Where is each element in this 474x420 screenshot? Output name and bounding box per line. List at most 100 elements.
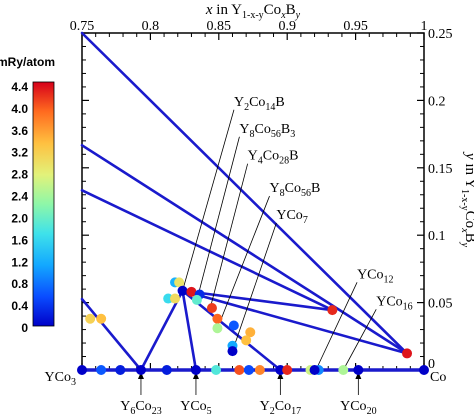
data-point [96,313,107,324]
data-point [353,365,364,375]
phase-label: YCo12 [357,267,393,285]
y-tick-label: 0.05 [428,297,453,312]
data-point [227,346,238,357]
data-point [85,313,96,324]
colorbar [32,81,55,327]
data-point [338,365,349,375]
phase-labels: Y2Co14B Y8Co56B3 Y4Co28B Y8Co56B YCo7 YCo12 YC… [45,95,447,417]
y-tick-label: 0.15 [428,162,453,177]
tie-line [181,289,335,312]
y-tick-label: 0.2 [428,94,446,109]
tie-line [80,31,409,355]
phase-label: YCo20 [340,399,376,417]
data-point [254,365,265,375]
data-point [419,365,429,375]
data-point [402,348,413,359]
axis-ticks: 0.75 0.8 0.85 0.9 0.95 1 0 0.05 0.1 0.15 0.2 0.25 [70,19,453,372]
colorbar-tick-label: 0.8 [11,277,28,291]
y-tick-label: 0.1 [428,229,446,244]
data-points [77,277,429,375]
colorbar-tick-label: 1.6 [11,233,28,247]
x-tick-label: 0.95 [343,19,368,34]
colorbar-tick-label: 2.8 [11,168,28,182]
data-point [177,285,188,296]
tie-line [80,189,335,312]
x-tick-label: 1 [421,19,428,34]
data-point [234,365,245,375]
x-tick-label: 0.9 [278,19,296,34]
leader-arrow [355,372,362,379]
data-point [135,365,146,375]
data-point [282,365,293,375]
data-point [77,365,87,375]
colorbar-tick-label: 1.2 [11,255,28,269]
x-tick-label: 0.85 [207,19,232,34]
leader-arrow [192,372,199,379]
phase-label: Co [430,370,446,385]
leader-arrow [277,372,284,379]
data-point [174,277,185,288]
phase-label: YCo7 [276,208,307,226]
phase-label: YCo5 [180,399,211,417]
data-point [206,302,217,313]
y-axis-title: y in Y1-x-yCoxBy [459,151,474,248]
tie-line [139,289,184,372]
leader-line [196,136,240,301]
colorbar-tick-label: 2.0 [11,211,28,225]
data-point [228,320,239,331]
data-point [275,365,286,375]
data-point [309,365,320,375]
leader-arrow [137,372,144,379]
x-axis-title: x in Y1-x-yCoxBy [205,2,301,21]
data-point [212,313,223,324]
colorbar-tick-label: 3.2 [11,146,28,160]
label-leader-lines [137,109,377,395]
colorbar-tick-label: 3.6 [11,124,28,138]
tie-line [80,297,143,372]
colorbar-tick-label: 4.4 [11,80,28,94]
x-tick-label: 0.75 [70,19,95,34]
tie-lines [80,31,424,372]
data-point [241,335,252,346]
data-point [211,365,222,375]
colorbar-tick-label: 0.4 [11,299,28,313]
tie-line [181,289,198,372]
phase-label: YCo16 [376,294,412,312]
data-point [190,365,201,375]
phase-label: Y8Co56B [270,181,321,199]
leader-line [219,195,270,322]
phase-label: Y2Co17 [260,399,301,417]
data-point [186,286,197,297]
colorbar-tick-labels: 4.4 4.0 3.6 3.2 2.8 2.4 2.0 1.6 1.2 0.8 0.4 0 [11,80,28,335]
phase-label: Y4Co28B [248,149,299,167]
leader-line [232,222,277,352]
colorbar-tick-label: 0 [21,321,28,335]
data-point [191,294,202,305]
data-point [163,293,174,304]
y-tick-label: 0 [428,357,435,372]
data-point [170,293,181,304]
phase-label: Y8Co56B3 [239,122,295,140]
tie-line [80,143,409,355]
phase-label: Y2Co14B [234,95,285,113]
data-point [212,323,223,334]
colorbar-title: mRy/atom [0,55,55,69]
leader-line [342,309,377,371]
data-point [243,365,254,375]
y-tick-label: 0.25 [428,27,453,42]
leader-line [182,109,235,291]
x-tick-label: 0.8 [142,19,160,34]
tie-line [181,289,409,355]
data-point [245,327,256,338]
phase-label: Y6Co23 [120,399,161,417]
colorbar-tick-label: 2.4 [11,190,28,204]
data-point [161,365,172,375]
leader-line [315,282,358,371]
data-point [96,365,107,375]
phase-label: YCo3 [45,370,76,388]
data-point [115,365,126,375]
data-point [327,305,338,316]
leader-line [209,163,249,310]
colorbar-tick-label: 4.0 [11,102,28,116]
